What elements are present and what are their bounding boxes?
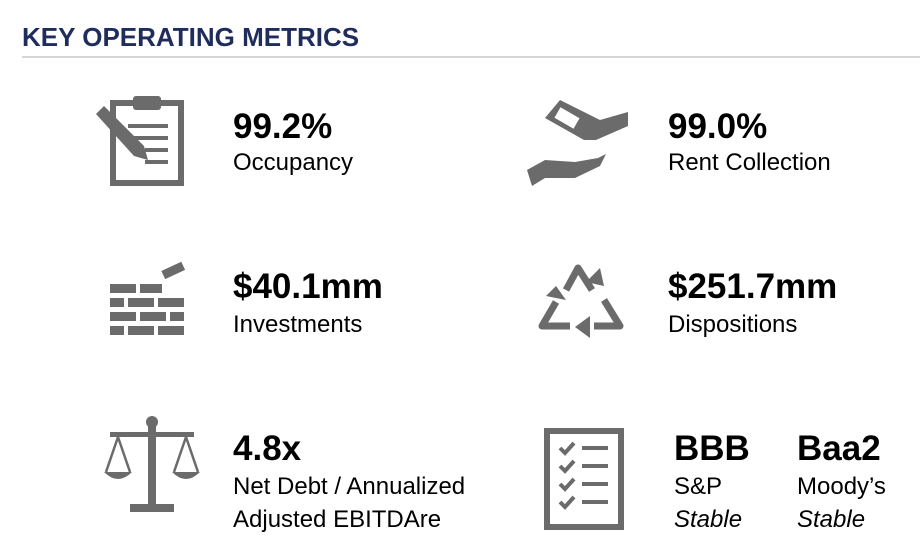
metric-label: Adjusted EBITDAre [233, 506, 441, 533]
scale-icon [104, 416, 200, 512]
rating-agency: Moody’s [797, 473, 886, 500]
metric-label: Dispositions [668, 311, 797, 338]
rating-value: BBB [674, 429, 750, 468]
recycle-arrows [546, 268, 604, 338]
metric-value: 99.0% [668, 107, 767, 146]
rating-value: Baa2 [797, 429, 881, 468]
metric-label: Net Debt / Annualized [233, 473, 465, 500]
brick-wall-icon [110, 261, 186, 335]
money-hand-icon [527, 100, 628, 186]
rating-agency: S&P [674, 473, 722, 500]
page-title: KEY OPERATING METRICS [22, 22, 359, 52]
metric-label: Rent Collection [668, 149, 831, 176]
metric-value: 4.8x [233, 429, 302, 468]
metric-label: Occupancy [233, 149, 353, 176]
metric-label: Investments [233, 311, 362, 338]
rating-outlook: Stable [797, 506, 865, 533]
metric-value: $40.1mm [233, 267, 383, 306]
rating-outlook: Stable [674, 506, 742, 533]
checklist-icon [544, 428, 624, 530]
metric-value: $251.7mm [668, 267, 837, 306]
metric-value: 99.2% [233, 107, 332, 146]
recycle-icon [538, 264, 624, 330]
clipboard-icon [96, 96, 184, 186]
